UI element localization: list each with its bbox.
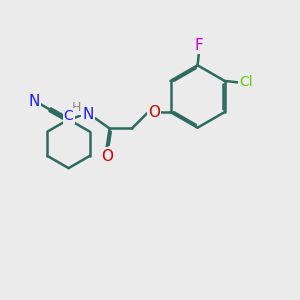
Text: C: C — [64, 109, 74, 123]
Text: O: O — [148, 105, 160, 120]
Text: F: F — [195, 38, 203, 53]
Text: N: N — [82, 107, 94, 122]
Text: H: H — [72, 101, 82, 114]
Text: Cl: Cl — [239, 75, 253, 89]
Text: O: O — [100, 148, 112, 164]
Text: N: N — [29, 94, 40, 109]
